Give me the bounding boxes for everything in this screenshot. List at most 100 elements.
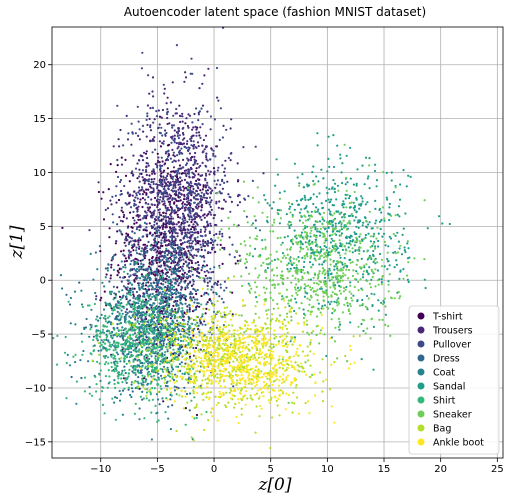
data-point [178, 249, 181, 252]
data-point [317, 208, 320, 211]
data-point [178, 295, 181, 298]
data-point [351, 247, 354, 250]
data-point [173, 248, 176, 251]
data-point [194, 268, 197, 271]
data-point [148, 258, 151, 261]
data-point [122, 306, 125, 309]
data-point [206, 284, 209, 287]
data-point [137, 371, 140, 374]
data-point [181, 242, 184, 245]
data-point [196, 236, 199, 239]
data-point [311, 249, 315, 253]
data-point [146, 156, 149, 160]
data-point [181, 314, 184, 317]
data-point [156, 352, 159, 356]
data-point [351, 239, 355, 242]
data-point [364, 216, 367, 220]
data-point [170, 294, 173, 297]
data-point [143, 362, 146, 365]
data-point [349, 146, 352, 149]
data-point [327, 198, 330, 201]
data-point [140, 306, 143, 309]
data-point [257, 276, 260, 279]
data-point [345, 206, 348, 209]
data-point [89, 252, 92, 255]
data-point [122, 332, 125, 335]
data-point [320, 168, 323, 171]
data-point [383, 301, 386, 304]
data-point [323, 276, 327, 279]
data-point [273, 221, 276, 224]
data-point [344, 197, 347, 200]
data-point [189, 259, 192, 262]
data-point [267, 308, 270, 311]
data-point [200, 303, 203, 306]
data-point [295, 301, 298, 304]
data-point [192, 145, 195, 148]
data-point [163, 338, 166, 341]
data-point [117, 382, 120, 385]
data-point [142, 251, 146, 254]
data-point [116, 300, 119, 303]
data-point [337, 297, 340, 300]
data-point [103, 412, 106, 415]
data-point [240, 314, 243, 317]
data-point [101, 281, 104, 284]
data-point [202, 239, 205, 242]
data-point [121, 369, 124, 372]
data-point [186, 186, 190, 189]
data-point [200, 218, 203, 221]
data-point [341, 216, 344, 219]
data-point [153, 387, 156, 390]
data-point [144, 380, 147, 384]
data-point [369, 246, 372, 249]
data-point [165, 316, 168, 319]
data-point [289, 248, 292, 251]
data-point [203, 260, 206, 263]
data-point [130, 122, 133, 125]
data-point [181, 372, 184, 375]
data-point [133, 232, 136, 235]
data-point [338, 239, 341, 242]
data-point [145, 291, 148, 294]
data-point [366, 270, 369, 274]
data-point [176, 177, 179, 180]
data-point [125, 342, 128, 345]
data-point [111, 255, 115, 258]
data-point [338, 254, 341, 257]
data-point [163, 179, 166, 182]
data-point [100, 313, 103, 316]
data-point [160, 296, 163, 299]
data-point [341, 162, 344, 165]
data-point [225, 128, 228, 131]
data-point [362, 238, 365, 241]
data-point [124, 318, 127, 321]
data-point [331, 291, 334, 294]
data-point [326, 249, 329, 252]
data-point [256, 235, 259, 238]
data-point [285, 288, 288, 291]
data-point [115, 303, 118, 306]
data-point [208, 280, 211, 283]
data-point [152, 182, 155, 186]
data-point [118, 319, 121, 322]
data-point [102, 191, 105, 194]
data-point [146, 214, 149, 217]
data-point [179, 120, 182, 124]
data-point [363, 266, 366, 269]
data-point [364, 203, 367, 206]
data-point [129, 287, 132, 290]
data-point [68, 303, 72, 306]
data-point [347, 277, 350, 280]
data-point [139, 265, 142, 268]
data-point [127, 386, 130, 389]
data-point [72, 355, 75, 358]
data-point [286, 264, 289, 267]
data-point [337, 302, 340, 305]
data-point [142, 328, 145, 332]
data-point [171, 226, 174, 230]
data-point [143, 313, 146, 317]
data-point [101, 390, 104, 393]
data-point [343, 262, 347, 265]
